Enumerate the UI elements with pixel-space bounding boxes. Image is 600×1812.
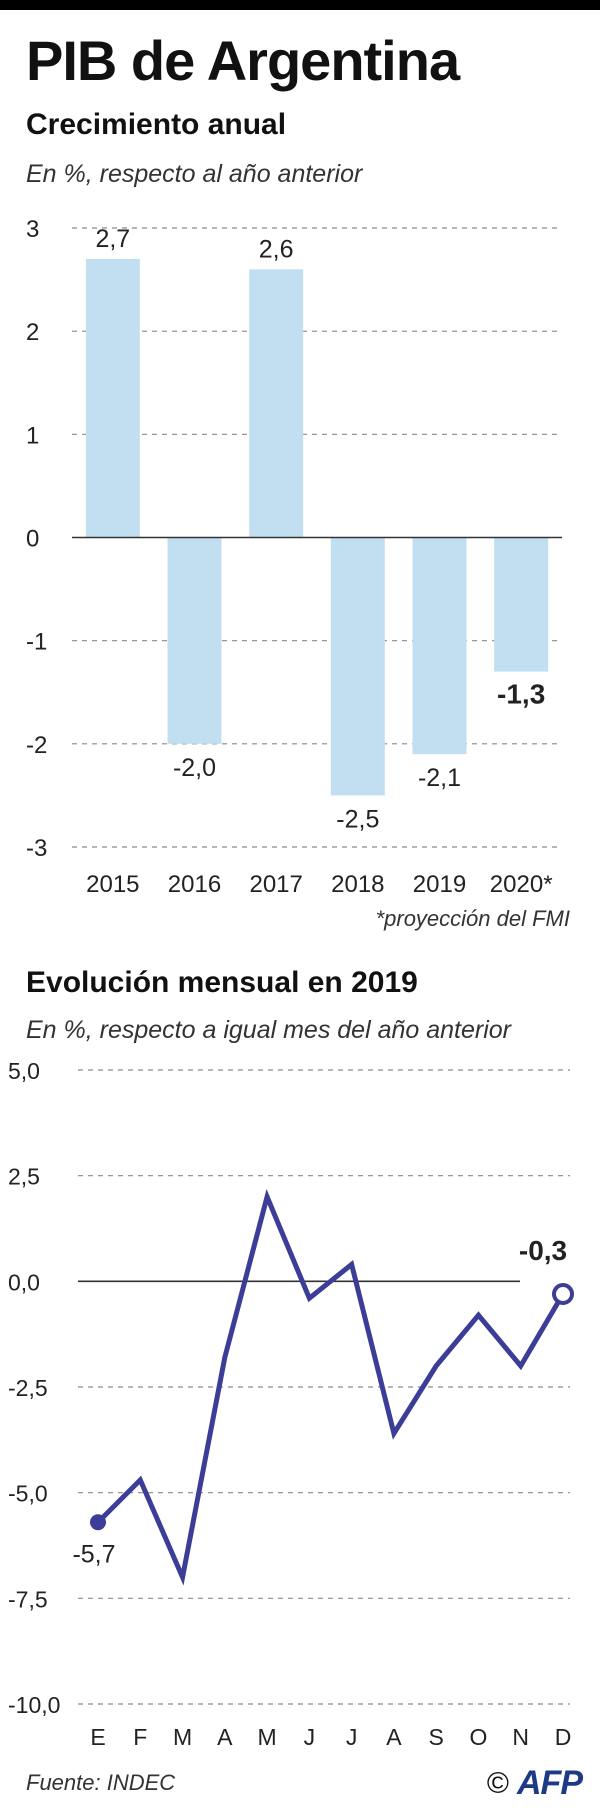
y-tick-label: 0 (26, 526, 39, 553)
imf-projection-footnote: *proyección del FMI (375, 906, 570, 931)
afp-logo: AFP (517, 1764, 583, 1802)
data-point-label: -5,7 (72, 1540, 115, 1568)
x-tick-label: M (258, 1724, 277, 1750)
bar (412, 537, 467, 755)
x-tick-label: 2018 (331, 871, 384, 898)
x-tick-label: 2016 (168, 871, 221, 898)
y-tick-label: -7,5 (8, 1586, 48, 1612)
monthly-evolution-line-chart: 5,02,50,0-2,5-5,0-7,5-10,0E F M A M J J A S O N D-5… (8, 1058, 574, 1750)
data-point-marker (90, 1514, 106, 1531)
y-tick-label: -3 (26, 835, 47, 862)
bar-value-label: 2,6 (259, 235, 294, 263)
y-tick-label: -2 (26, 732, 47, 759)
y-tick-label: -1 (26, 629, 47, 656)
x-tick-label: M (173, 1724, 192, 1750)
bar-value-label: -2,5 (336, 805, 379, 833)
y-tick-label: -2,5 (8, 1375, 48, 1401)
x-tick-label: O (470, 1724, 488, 1750)
copyright-symbol: © (486, 1766, 509, 1800)
x-tick-label: J (304, 1724, 316, 1750)
annual-chart-heading: Crecimiento anual (26, 108, 287, 141)
bar (494, 537, 549, 672)
bar-value-label: -2,1 (418, 764, 461, 792)
y-tick-label: 5,0 (8, 1058, 40, 1084)
x-tick-label: 2019 (413, 871, 466, 898)
bar (167, 537, 222, 744)
y-tick-label: 3 (26, 216, 39, 243)
monthly-chart-heading: Evolución mensual en 2019 (26, 966, 418, 999)
y-tick-label: 2 (26, 319, 39, 346)
x-tick-label: 2015 (86, 871, 139, 898)
y-tick-label: -5,0 (8, 1481, 48, 1507)
x-tick-label: A (217, 1724, 233, 1750)
annual-chart-subtitle: En %, respecto al año anterior (26, 160, 363, 188)
data-point-label: -0,3 (519, 1235, 567, 1266)
x-tick-label: 2020* (490, 871, 553, 898)
x-tick-label: J (346, 1724, 358, 1750)
x-tick-label: D (555, 1724, 572, 1750)
bar-value-label: -2,0 (173, 754, 216, 782)
annual-growth-bar-chart: 3 2 1 0 -1 -2 -3 2,7 2015 -2,0 2016 2,6 2017 -2,5 2018… (26, 216, 562, 898)
credit: © AFP (486, 1764, 583, 1803)
top-bar (0, 0, 600, 10)
monthly-chart-subtitle: En %, respecto a igual mes del año anter… (26, 1016, 511, 1044)
bar (249, 269, 304, 538)
x-tick-label: N (512, 1724, 529, 1750)
x-tick-label: 2017 (249, 871, 302, 898)
bar (330, 537, 385, 796)
bar-value-label: -1,3 (497, 679, 545, 710)
page-title: PIB de Argentina (26, 29, 460, 92)
y-tick-label: -10,0 (8, 1692, 60, 1718)
x-tick-label: E (90, 1724, 105, 1750)
x-tick-label: S (429, 1724, 444, 1750)
data-point-marker (552, 1283, 574, 1306)
y-tick-label: 0,0 (8, 1269, 40, 1295)
x-tick-label: A (386, 1724, 402, 1750)
bar-value-label: 2,7 (95, 225, 130, 253)
bar (85, 258, 140, 538)
series-line (96, 1189, 566, 1586)
source-note: Fuente: INDEC (26, 1770, 176, 1795)
y-tick-label: 1 (26, 422, 39, 449)
y-tick-label: 2,5 (8, 1164, 40, 1190)
x-tick-label: F (133, 1724, 147, 1750)
